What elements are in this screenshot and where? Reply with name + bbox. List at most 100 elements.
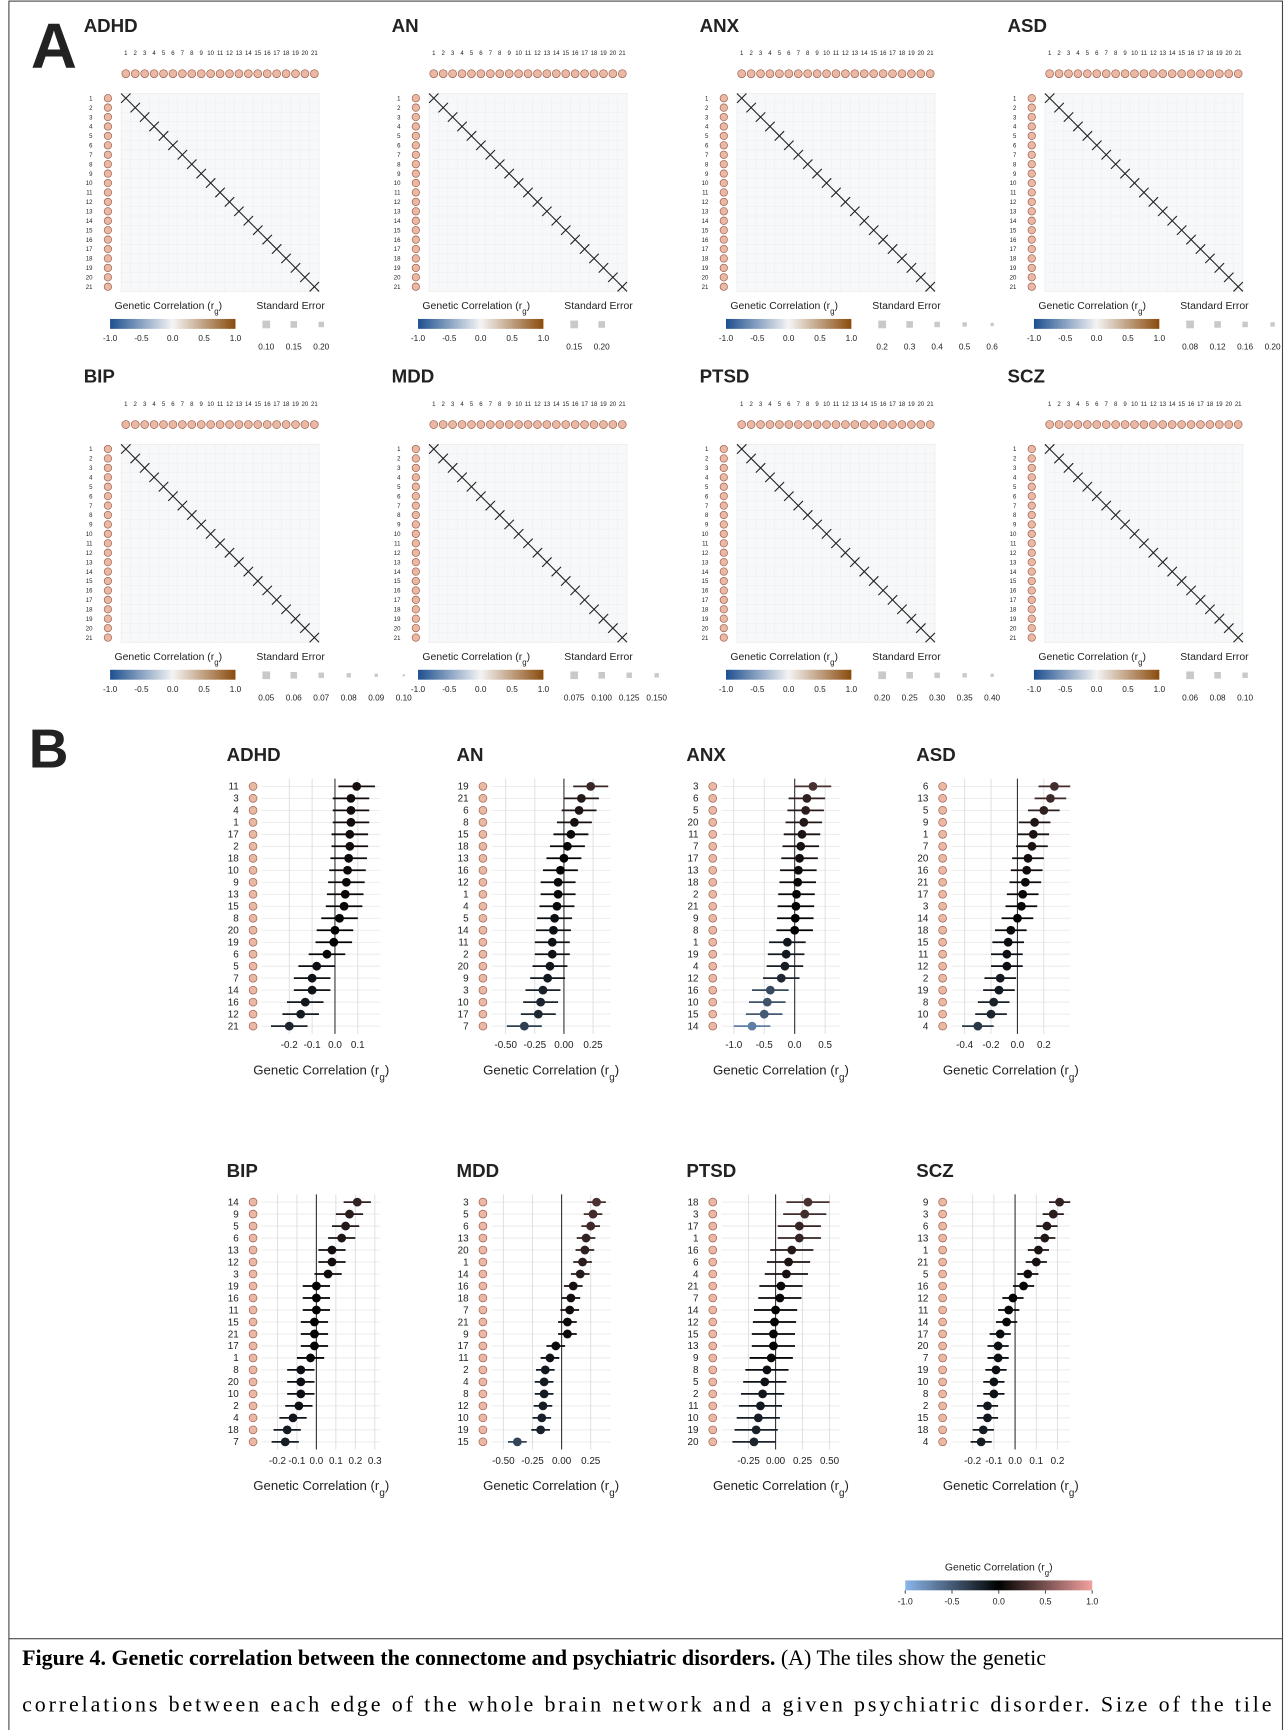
brain-icon bbox=[720, 217, 727, 224]
brain-icon bbox=[720, 198, 727, 205]
brain-icon bbox=[412, 464, 419, 471]
colorbar-tick: 0.0 bbox=[993, 1597, 1005, 1607]
y-tick-label: 2 bbox=[693, 1389, 699, 1400]
edge-label: 11 bbox=[1141, 51, 1148, 57]
y-tick-label: 12 bbox=[228, 1257, 239, 1268]
edge-label: 18 bbox=[899, 402, 906, 408]
brain-icon bbox=[709, 998, 717, 1006]
y-tick-label: 16 bbox=[917, 1281, 928, 1292]
brain-icon bbox=[104, 208, 111, 215]
edge-label: 10 bbox=[394, 532, 401, 538]
edge-label: 17 bbox=[273, 51, 280, 57]
y-tick-label: 12 bbox=[458, 1401, 469, 1412]
edge-label: 16 bbox=[572, 402, 579, 408]
edge-label: 16 bbox=[880, 402, 887, 408]
legend-title: Genetic Correlation (rg) bbox=[253, 1063, 389, 1084]
edge-label: 19 bbox=[86, 617, 93, 623]
y-tick-label: 4 bbox=[923, 1437, 929, 1448]
brain-icon bbox=[709, 1390, 717, 1398]
brain-icon bbox=[207, 70, 215, 78]
se-tick: 0.15 bbox=[286, 343, 302, 352]
edge-label: 5 bbox=[1086, 402, 1090, 408]
se-square bbox=[290, 672, 297, 679]
edge-label: 2 bbox=[1057, 51, 1061, 57]
brain-icon bbox=[1046, 70, 1054, 78]
edge-label: 20 bbox=[1010, 626, 1017, 632]
brain-icon bbox=[720, 170, 727, 177]
brain-icon bbox=[104, 94, 111, 101]
edge-label: 5 bbox=[162, 51, 166, 57]
edge-label: 21 bbox=[311, 402, 318, 408]
point bbox=[795, 1222, 804, 1231]
brain-icon bbox=[1178, 70, 1186, 78]
edge-label: 21 bbox=[702, 636, 709, 642]
brain-icon bbox=[131, 70, 139, 78]
se-tick: 0.4 bbox=[931, 343, 943, 352]
edge-label: 10 bbox=[702, 181, 709, 187]
brain-icon bbox=[249, 1378, 257, 1386]
edge-label: 5 bbox=[705, 134, 709, 140]
brain-icon bbox=[515, 421, 523, 429]
edge-label: 16 bbox=[264, 51, 271, 57]
heatmap-title: ASD bbox=[1008, 15, 1047, 36]
edge-label: 7 bbox=[89, 153, 93, 159]
edge-label: 14 bbox=[245, 51, 252, 57]
x-tick-label: -0.50 bbox=[492, 1456, 515, 1467]
brain-icon bbox=[104, 474, 111, 481]
brain-icon bbox=[720, 142, 727, 149]
se-tick: 0.06 bbox=[1182, 694, 1198, 703]
brain-icon bbox=[939, 830, 947, 838]
brain-icon bbox=[766, 70, 774, 78]
point bbox=[1050, 782, 1059, 791]
edge-label: 7 bbox=[797, 402, 801, 408]
edge-label: 5 bbox=[397, 485, 401, 491]
edge-label: 16 bbox=[1188, 51, 1195, 57]
edge-label: 17 bbox=[581, 402, 588, 408]
edge-label: 8 bbox=[190, 402, 194, 408]
brain-icon bbox=[524, 421, 532, 429]
brain-icon bbox=[486, 421, 494, 429]
brain-icon bbox=[939, 866, 947, 874]
y-tick-label: 14 bbox=[688, 1305, 699, 1316]
point bbox=[1030, 818, 1039, 827]
brain-icon bbox=[254, 421, 262, 429]
edge-label: 16 bbox=[86, 589, 93, 595]
y-tick-label: 20 bbox=[688, 818, 699, 829]
edge-label: 20 bbox=[394, 276, 401, 282]
brain-icon bbox=[479, 1198, 487, 1206]
title-end: ) bbox=[1074, 1063, 1078, 1078]
edge-label: 20 bbox=[302, 402, 309, 408]
edge-label: 10 bbox=[702, 532, 709, 538]
brain-icon bbox=[720, 624, 727, 631]
x-tick-label: 0.00 bbox=[554, 1040, 574, 1051]
se-tick: 0.08 bbox=[1182, 343, 1198, 352]
brain-icon bbox=[709, 1198, 717, 1206]
point bbox=[296, 1378, 305, 1387]
edge-label: 8 bbox=[1013, 162, 1017, 168]
colorbar-tick: 0.0 bbox=[1091, 685, 1103, 694]
x-tick-label: -0.25 bbox=[524, 1040, 547, 1051]
brain-icon bbox=[709, 914, 717, 922]
brain-icon bbox=[720, 634, 727, 641]
brain-icon bbox=[1028, 245, 1035, 252]
point bbox=[343, 866, 352, 875]
brain-icon bbox=[939, 890, 947, 898]
edge-label: 3 bbox=[1067, 402, 1071, 408]
edge-label: 4 bbox=[89, 476, 93, 482]
brain-icon bbox=[720, 208, 727, 215]
brain-icon bbox=[1028, 283, 1035, 290]
edge-label: 3 bbox=[1013, 115, 1017, 121]
point bbox=[551, 1342, 560, 1351]
title-end: ) bbox=[1142, 301, 1145, 312]
edge-label: 3 bbox=[451, 402, 455, 408]
point bbox=[310, 1330, 319, 1339]
brain-icon bbox=[479, 830, 487, 838]
y-tick-label: 15 bbox=[917, 1413, 928, 1424]
x-tick-label: -0.4 bbox=[956, 1040, 974, 1051]
brain-icon bbox=[479, 1366, 487, 1374]
brain-icon bbox=[479, 1258, 487, 1266]
colorbar-tick: 1.0 bbox=[538, 685, 550, 694]
edge-label: 11 bbox=[833, 51, 840, 57]
brain-icon bbox=[412, 217, 419, 224]
se-tick: 0.35 bbox=[957, 694, 973, 703]
